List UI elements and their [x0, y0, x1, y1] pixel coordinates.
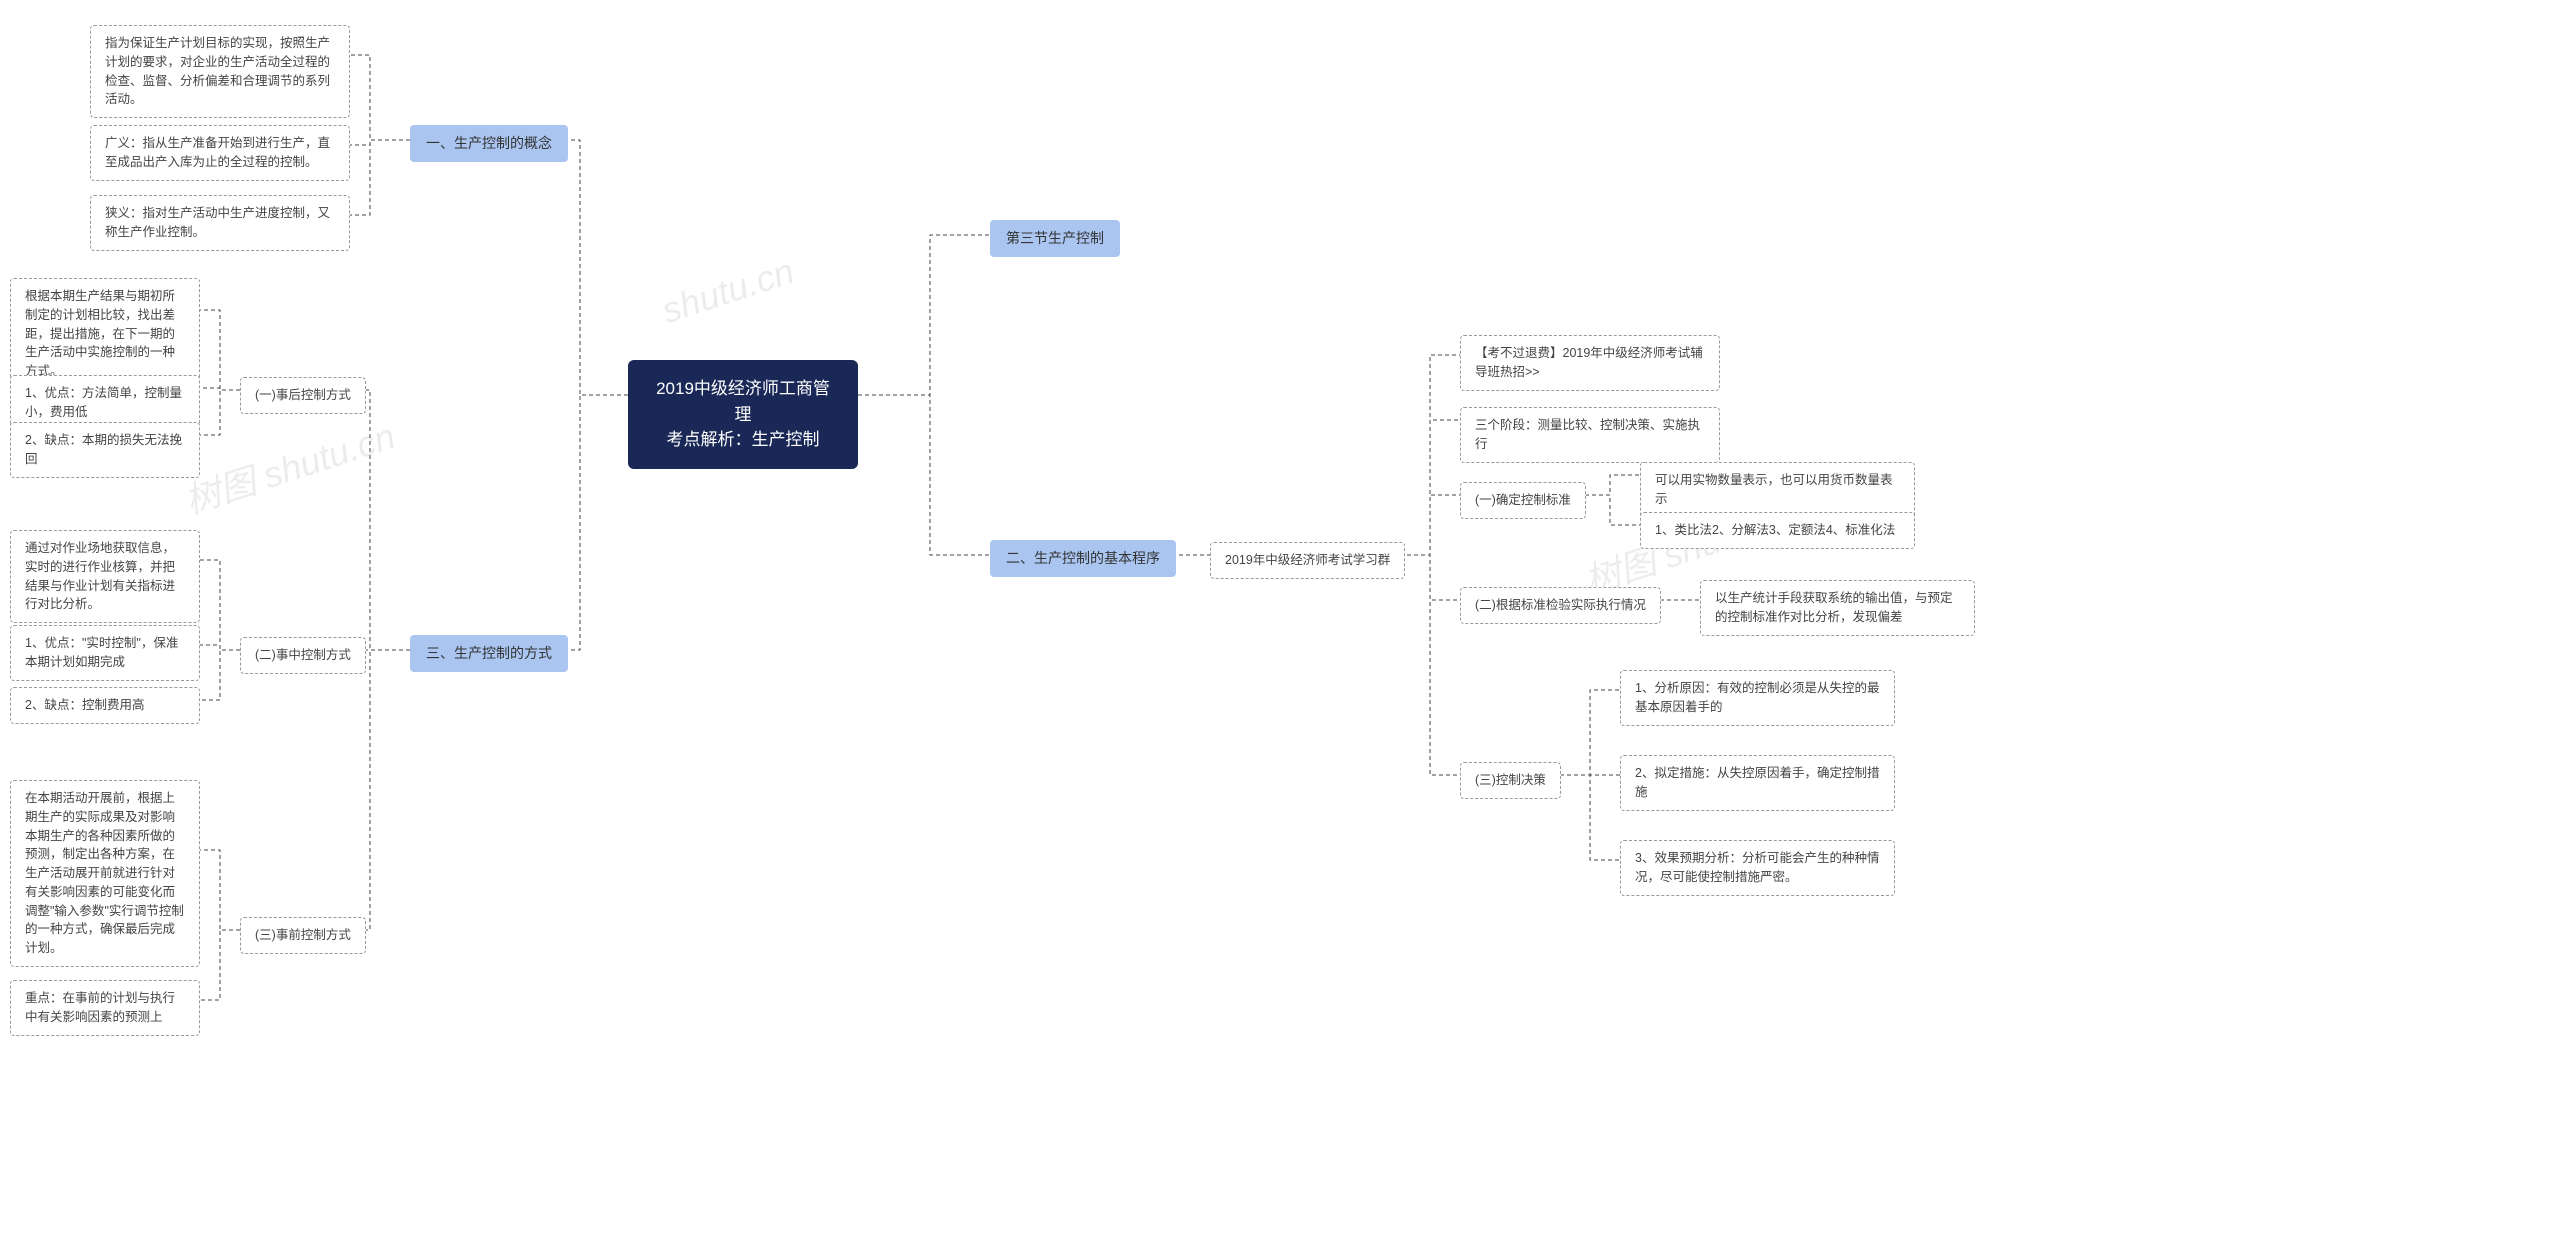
m3-title-node: (三)事前控制方式 — [240, 917, 366, 954]
m3-def-node: 在本期活动开展前，根据上期生产的实际成果及对影响本期生产的各种因素所做的预测，制… — [10, 780, 200, 967]
m2-adv-node: 1、优点："实时控制"，保准本期计划如期完成 — [10, 625, 200, 681]
m1-title-node: (一)事后控制方式 — [240, 377, 366, 414]
decision-3-node: 3、效果预期分析：分析可能会产生的种种情况，尽可能使控制措施严密。 — [1620, 840, 1895, 896]
decision-2-node: 2、拟定措施：从失控原因着手，确定控制措施 — [1620, 755, 1895, 811]
std-item2-node: 1、类比法2、分解法3、定额法4、标准化法 — [1640, 512, 1915, 549]
connector-lines — [0, 0, 2560, 1260]
decision-1-node: 1、分析原因：有效的控制必须是从失控的最基本原因着手的 — [1620, 670, 1895, 726]
m2-dis-node: 2、缺点：控制费用高 — [10, 687, 200, 724]
watermark: shutu.cn — [657, 250, 799, 332]
c1-narrow-node: 狭义：指对生产活动中生产进度控制，又称生产作业控制。 — [90, 195, 350, 251]
root-node: 2019中级经济师工商管理 考点解析：生产控制 — [628, 360, 858, 469]
promo-node: 【考不过退费】2019年中级经济师考试辅导班热招>> — [1460, 335, 1720, 391]
section-node-l1: 一、生产控制的概念 — [410, 125, 568, 162]
watermark: 树图 shutu.cn — [177, 408, 400, 525]
decision-title-node: (三)控制决策 — [1460, 762, 1561, 799]
m1-dis-node: 2、缺点：本期的损失无法挽回 — [10, 422, 200, 478]
std-item1-node: 可以用实物数量表示，也可以用货币数量表示 — [1640, 462, 1915, 518]
c1-broad-node: 广义：指从生产准备开始到进行生产，直至成品出产入库为止的全过程的控制。 — [90, 125, 350, 181]
phases-node: 三个阶段：测量比较、控制决策、实施执行 — [1460, 407, 1720, 463]
section-node-r1: 第三节生产控制 — [990, 220, 1120, 257]
root-title-line1: 2019中级经济师工商管理 — [650, 376, 836, 427]
m2-title-node: (二)事中控制方式 — [240, 637, 366, 674]
study-group-node: 2019年中级经济师考试学习群 — [1210, 542, 1405, 579]
std-title-node: (一)确定控制标准 — [1460, 482, 1586, 519]
verify-text-node: 以生产统计手段获取系统的输出值，与预定的控制标准作对比分析，发现偏差 — [1700, 580, 1975, 636]
section-node-r2: 二、生产控制的基本程序 — [990, 540, 1176, 577]
m2-def-node: 通过对作业场地获取信息，实时的进行作业核算，并把结果与作业计划有关指标进行对比分… — [10, 530, 200, 623]
c1-def-node: 指为保证生产计划目标的实现，按照生产计划的要求，对企业的生产活动全过程的检查、监… — [90, 25, 350, 118]
section-node-l3: 三、生产控制的方式 — [410, 635, 568, 672]
verify-title-node: (二)根据标准检验实际执行情况 — [1460, 587, 1661, 624]
m1-def-node: 根据本期生产结果与期初所制定的计划相比较，找出差距，提出措施，在下一期的生产活动… — [10, 278, 200, 390]
root-title-line2: 考点解析：生产控制 — [650, 427, 836, 453]
m3-focus-node: 重点：在事前的计划与执行中有关影响因素的预测上 — [10, 980, 200, 1036]
